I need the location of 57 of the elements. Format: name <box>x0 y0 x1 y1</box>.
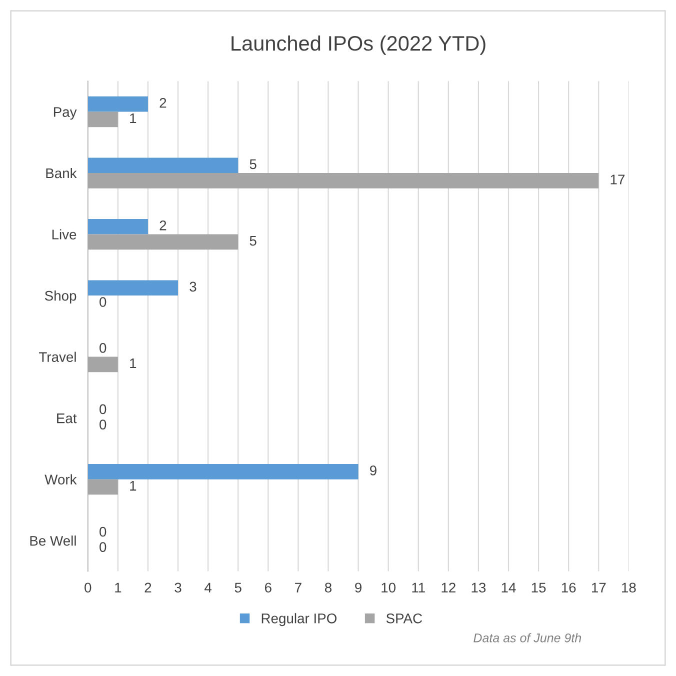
bar <box>88 234 238 250</box>
x-tick-label: 10 <box>382 582 396 593</box>
x-tick-label: 18 <box>622 582 636 593</box>
bar <box>88 173 599 188</box>
x-tick-label: 7 <box>295 582 302 592</box>
data-label: 0 <box>100 420 106 430</box>
data-label: 3 <box>190 282 196 292</box>
x-tick-label: 1 <box>115 582 122 592</box>
bar <box>88 158 238 174</box>
data-label: 9 <box>370 466 376 476</box>
bar <box>88 280 178 296</box>
bar <box>88 112 118 128</box>
x-tick-label: 0 <box>84 582 92 593</box>
x-tick-label: 16 <box>562 582 576 593</box>
data-label: 2 <box>160 98 166 108</box>
data-label: 0 <box>100 404 106 414</box>
x-tick-label: 2 <box>144 582 152 592</box>
y-tick-label: Shop <box>44 290 76 304</box>
x-tick-label: 12 <box>442 582 456 592</box>
data-label: 17 <box>610 174 624 184</box>
y-tick-label: Travel <box>39 352 76 362</box>
x-tick-label: 17 <box>592 582 606 592</box>
data-label: 5 <box>250 159 256 170</box>
bar <box>88 479 118 495</box>
chart-title: Launched IPOs (2022 YTD) <box>232 35 486 55</box>
bar <box>88 96 148 112</box>
x-tick-label: 15 <box>532 582 546 593</box>
y-tick-label: Be Well <box>30 536 76 546</box>
data-label: 0 <box>100 343 106 353</box>
data-label: 2 <box>160 220 166 230</box>
x-tick-label: 14 <box>502 582 516 592</box>
text: Data as of June 9th <box>474 633 582 642</box>
data-label: 5 <box>250 236 256 246</box>
y-tick-label: Pay <box>54 107 77 120</box>
legend-label: Regular IPO <box>262 613 336 626</box>
legend-label: SPAC <box>386 613 422 624</box>
data-label: 0 <box>100 542 106 552</box>
y-tick-label: Work <box>44 474 77 484</box>
data-label: 0 <box>100 526 106 537</box>
y-tick-label: Live <box>52 229 76 240</box>
x-tick-label: 9 <box>355 582 362 593</box>
bar <box>88 464 358 480</box>
x-tick-label: 6 <box>264 582 272 593</box>
data-label: 1 <box>130 481 136 491</box>
data-label: 1 <box>130 113 136 123</box>
y-tick-label: Bank <box>46 168 77 178</box>
x-tick-label: 3 <box>174 582 182 593</box>
data-label: 0 <box>100 297 106 307</box>
x-tick-label: 11 <box>412 582 425 592</box>
bar <box>88 218 148 234</box>
data-label: 1 <box>130 358 136 368</box>
x-tick-label: 5 <box>234 582 242 593</box>
bar <box>88 356 118 372</box>
x-tick-label: 8 <box>324 582 332 593</box>
x-tick-label: 13 <box>472 582 486 593</box>
x-tick-label: 4 <box>204 582 212 592</box>
y-tick-label: Eat <box>57 414 77 424</box>
